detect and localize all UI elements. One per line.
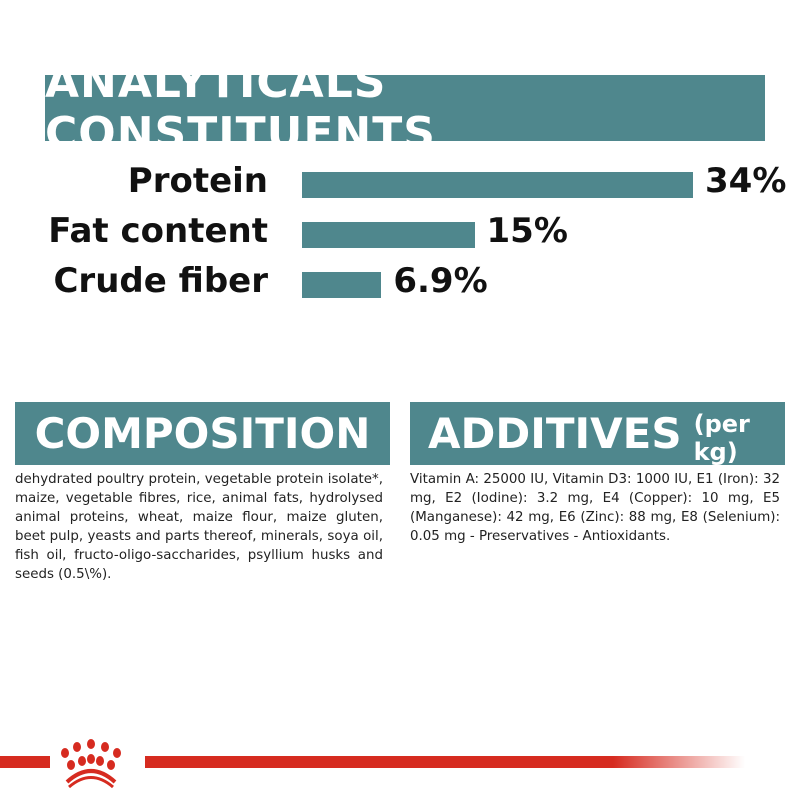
brand-stripe-left [0, 756, 50, 768]
category-label: Crude fiber [53, 261, 268, 301]
value-label: 34% [705, 161, 787, 201]
composition-header: COMPOSITION [15, 402, 390, 465]
value-label: 6.9% [393, 261, 488, 301]
additives-title: ADDITIVES [428, 409, 682, 458]
crown-icon [61, 739, 121, 788]
additives-header: ADDITIVES (per kg) [410, 402, 785, 466]
additives-text: Vitamin A: 25000 IU, Vitamin D3: 1000 IU… [410, 472, 780, 544]
category-label: Fat content [48, 211, 268, 251]
category-label: Protein [127, 161, 268, 201]
brand-stripe-right [145, 756, 745, 768]
analytical-constituents-header: ANALYTICALS CONSTITUENTS [45, 57, 765, 159]
additives-subtitle: (per kg) [693, 409, 750, 466]
value-label: 15% [486, 211, 568, 251]
composition-text: dehydrated poultry protein, vegetable pr… [15, 472, 383, 582]
bar-crude-fiber [302, 272, 382, 298]
bar-fat-content [302, 222, 475, 248]
bar-protein [302, 172, 693, 198]
